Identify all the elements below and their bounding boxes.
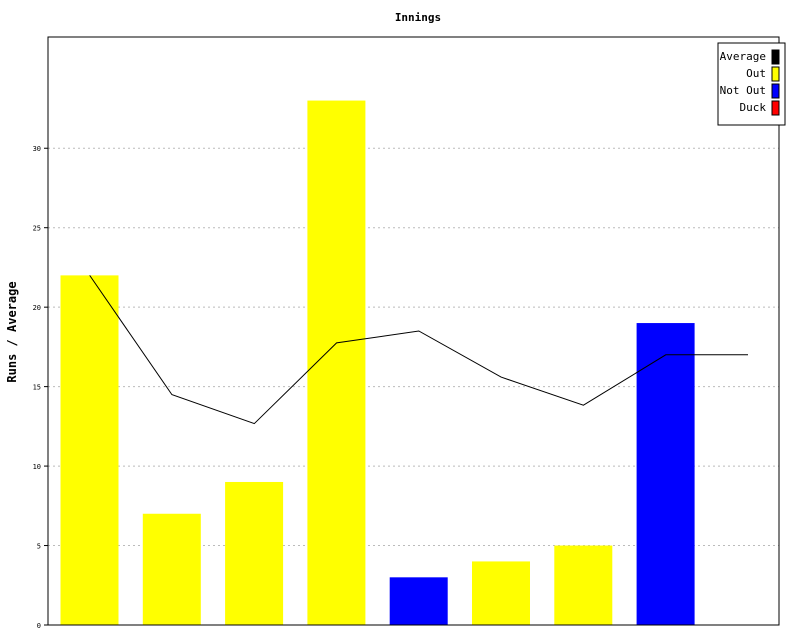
legend-swatch — [771, 66, 780, 82]
bar-out — [225, 481, 284, 625]
legend-swatch — [771, 49, 780, 65]
legend-label: Not Out — [720, 84, 766, 97]
bars — [60, 100, 695, 625]
y-axis-label: Runs / Average — [5, 281, 19, 382]
legend-label: Average — [720, 50, 766, 63]
y-tick-label: 0 — [37, 622, 41, 630]
y-axis-ticks: 0 5 10 15 20 25 30 — [33, 145, 48, 630]
bar-not-out — [389, 577, 448, 625]
average-line — [89, 275, 748, 425]
y-tick-label: 30 — [33, 145, 41, 153]
chart-title: Innings — [395, 11, 441, 24]
plot-frame — [47, 36, 780, 626]
legend-swatch — [771, 83, 780, 99]
y-tick-label: 25 — [33, 225, 41, 233]
y-tick-label: 15 — [33, 384, 41, 392]
bar-out — [307, 100, 366, 625]
y-tick-label: 10 — [33, 463, 41, 471]
bar-not-out — [636, 323, 695, 625]
legend-swatch — [771, 100, 780, 116]
y-tick-label: 5 — [37, 543, 41, 551]
bar-out — [472, 561, 530, 625]
bar-out — [60, 275, 119, 625]
bar-out — [554, 545, 613, 625]
grid — [48, 147, 779, 547]
legend-label: Out — [746, 67, 766, 80]
bar-out — [142, 513, 201, 625]
y-tick-label: 20 — [33, 304, 41, 312]
legend: Average Out Not Out Duck — [717, 42, 786, 126]
legend-label: Duck — [740, 101, 767, 114]
